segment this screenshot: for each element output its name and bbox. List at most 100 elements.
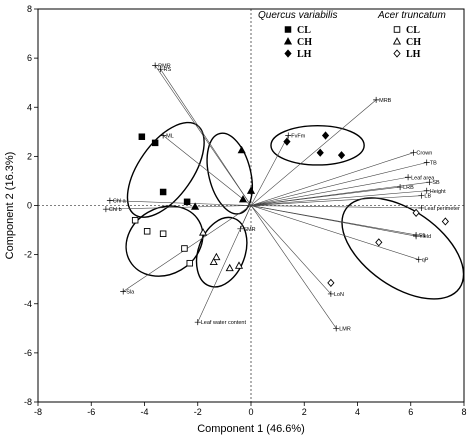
legend-treatment-label: CH [406,37,421,48]
y-tick-label: 6 [27,53,32,63]
x-tick-label: -8 [34,407,42,417]
loading-tip-marker [160,132,167,139]
score-point-square-filled [159,188,167,196]
score-point-square-open [143,228,151,235]
loading-vector [162,135,252,206]
y-tick-label: -2 [24,250,32,260]
axis-ticks: -8 -6 -4 -2 0 2 4 6 8 8 6 4 2 0 -2 -4 -6 -8 [24,4,467,417]
loading-label: ML [166,133,174,139]
loading-vector [250,205,337,329]
loading-label: Yield [419,234,431,240]
score-point-diamond-open [327,278,335,287]
loading-vector [250,195,422,206]
loading-vector [250,205,332,295]
loading-vector [250,205,417,237]
loading-vector [154,65,252,206]
group-ellipse [270,124,365,166]
loading-label: Crown [416,151,432,157]
loading-tip-marker [405,174,412,181]
x-axis-title: Component 1 (46.6%) [197,423,305,435]
group-ellipse [195,216,248,288]
x-tick-label: 6 [408,407,413,417]
loading-label: Chl b [109,207,122,213]
score-point-diamond-filled [283,137,291,146]
x-tick-label: 2 [302,407,307,417]
score-point-triangle-open [209,257,218,266]
score-point-triangle-open [199,228,208,236]
score-point-diamond-open [412,208,420,217]
legend-marker-diamond-open [393,49,401,58]
legend-marker-triangle-filled [283,37,293,45]
legend-marker-square-open [393,26,401,33]
score-point-triangle-open [225,263,234,272]
score-point-triangle-filled [246,186,256,194]
score-point-triangle-open [212,252,221,261]
y-tick-label: -8 [24,397,32,407]
x-tick-label: 8 [461,407,466,417]
y-tick-label: 8 [27,4,32,14]
loading-label: LMR [339,326,351,332]
loading-tip-marker [327,290,334,297]
legend-species-heading: Acer truncatum [377,10,446,21]
loading-label: LB [424,194,431,200]
score-point-square-open [181,245,188,252]
loading-tip-marker [418,192,425,199]
loading-vector [105,205,252,210]
loading-tip-marker [397,184,404,191]
y-axis-title: Component 2 (16.3%) [4,152,16,260]
loading-tip-marker [157,66,164,73]
score-point-square-filled [138,133,146,140]
legend-marker-square-filled [284,26,292,33]
loading-label: SMR [243,227,255,233]
score-point-triangle-filled [237,145,246,154]
legend-treatment-label: CL [406,25,420,36]
group-ellipses [125,121,465,300]
score-point-diamond-open [441,217,449,226]
loading-label: Leaf perimeter [424,206,460,212]
loading-tip-marker [410,149,417,156]
score-point-triangle-open [234,261,244,269]
loading-label: LRB [403,185,414,191]
group-ellipse [206,132,253,215]
loading-tip-marker [106,197,113,204]
legend-treatment-label: CL [297,25,311,36]
loading-tip-marker [423,187,430,194]
loading-vector [160,69,252,206]
score-point-square-open [159,230,167,237]
group-ellipse [126,121,205,218]
score-point-diamond-filled [316,148,324,157]
loading-tip-marker [102,206,109,213]
loading-tip-marker [426,179,433,186]
loading-label: Leaf water content [201,320,247,326]
loading-tip-marker [194,319,201,326]
legend-marker-diamond-filled [284,49,292,58]
loading-vector [250,181,430,206]
score-point-triangle-filled [238,195,248,203]
loading-tip-marker [415,256,422,263]
loading-tip-marker [418,204,425,211]
legend-species-heading: Quercus variabilis [258,10,337,21]
x-tick-label: -4 [140,407,148,417]
loading-label: FvFm [291,133,305,139]
group-ellipse [341,197,465,300]
y-tick-label: 2 [27,151,32,161]
x-tick-label: 0 [248,407,253,417]
y-tick-label: -4 [24,299,32,309]
score-point-square-open [131,216,139,224]
y-tick-label: 0 [27,201,32,211]
loading-vector [250,162,427,206]
legend-treatment-label: CH [297,37,312,48]
legend-treatment-label: LH [297,49,312,60]
x-tick-label: 4 [355,407,360,417]
legend-treatment-label: LH [406,49,421,60]
loading-label: qP [422,258,429,264]
loading-vector [250,176,409,206]
loading-tip-marker [413,233,420,240]
loading-label: TB [430,161,437,167]
score-point-triangle-filled [191,202,200,210]
score-point-square-filled [151,139,159,147]
loading-label: Height [430,189,446,195]
loading-vector [250,190,427,206]
